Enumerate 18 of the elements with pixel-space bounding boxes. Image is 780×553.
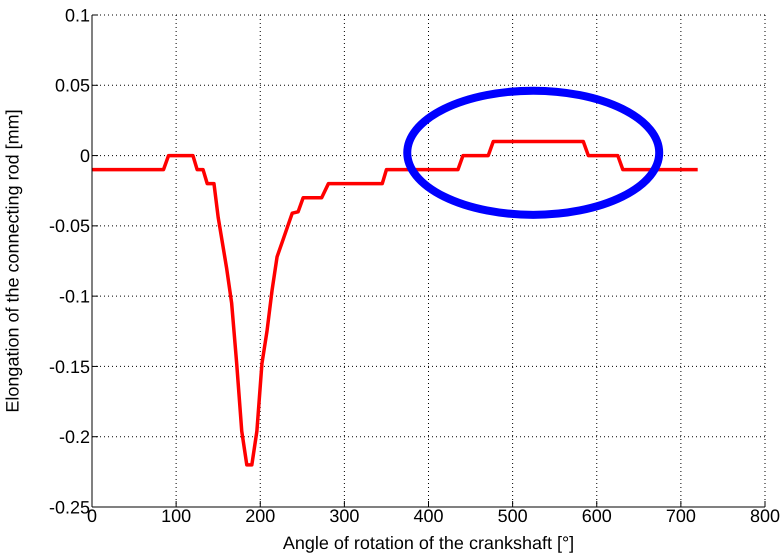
- y-tick-label: -0.2: [58, 427, 90, 448]
- y-tick-label: 0.05: [54, 76, 90, 96]
- x-tick-label: 700: [666, 506, 696, 526]
- y-tick-label: -0.15: [48, 356, 90, 377]
- y-tick-label: -0.1: [58, 286, 90, 307]
- y-tick-label: 0.1: [64, 5, 90, 26]
- x-tick-label: 800: [750, 506, 780, 526]
- y-tick-label: 0: [80, 146, 90, 166]
- x-axis-title: Angle of rotation of the crankshaft [°]: [282, 533, 574, 553]
- y-tick-label: -0.05: [48, 216, 90, 236]
- x-tick-label: 300: [329, 506, 360, 526]
- x-tick-label: 500: [498, 506, 528, 526]
- x-tick-label: 400: [413, 506, 444, 526]
- x-tick-label: 100: [161, 506, 192, 526]
- y-axis-title: Elongation of the connecting rod [mm]: [2, 109, 22, 413]
- x-tick-label: 200: [245, 506, 276, 526]
- line-series: [92, 140, 700, 467]
- x-tick-label: 600: [582, 506, 612, 526]
